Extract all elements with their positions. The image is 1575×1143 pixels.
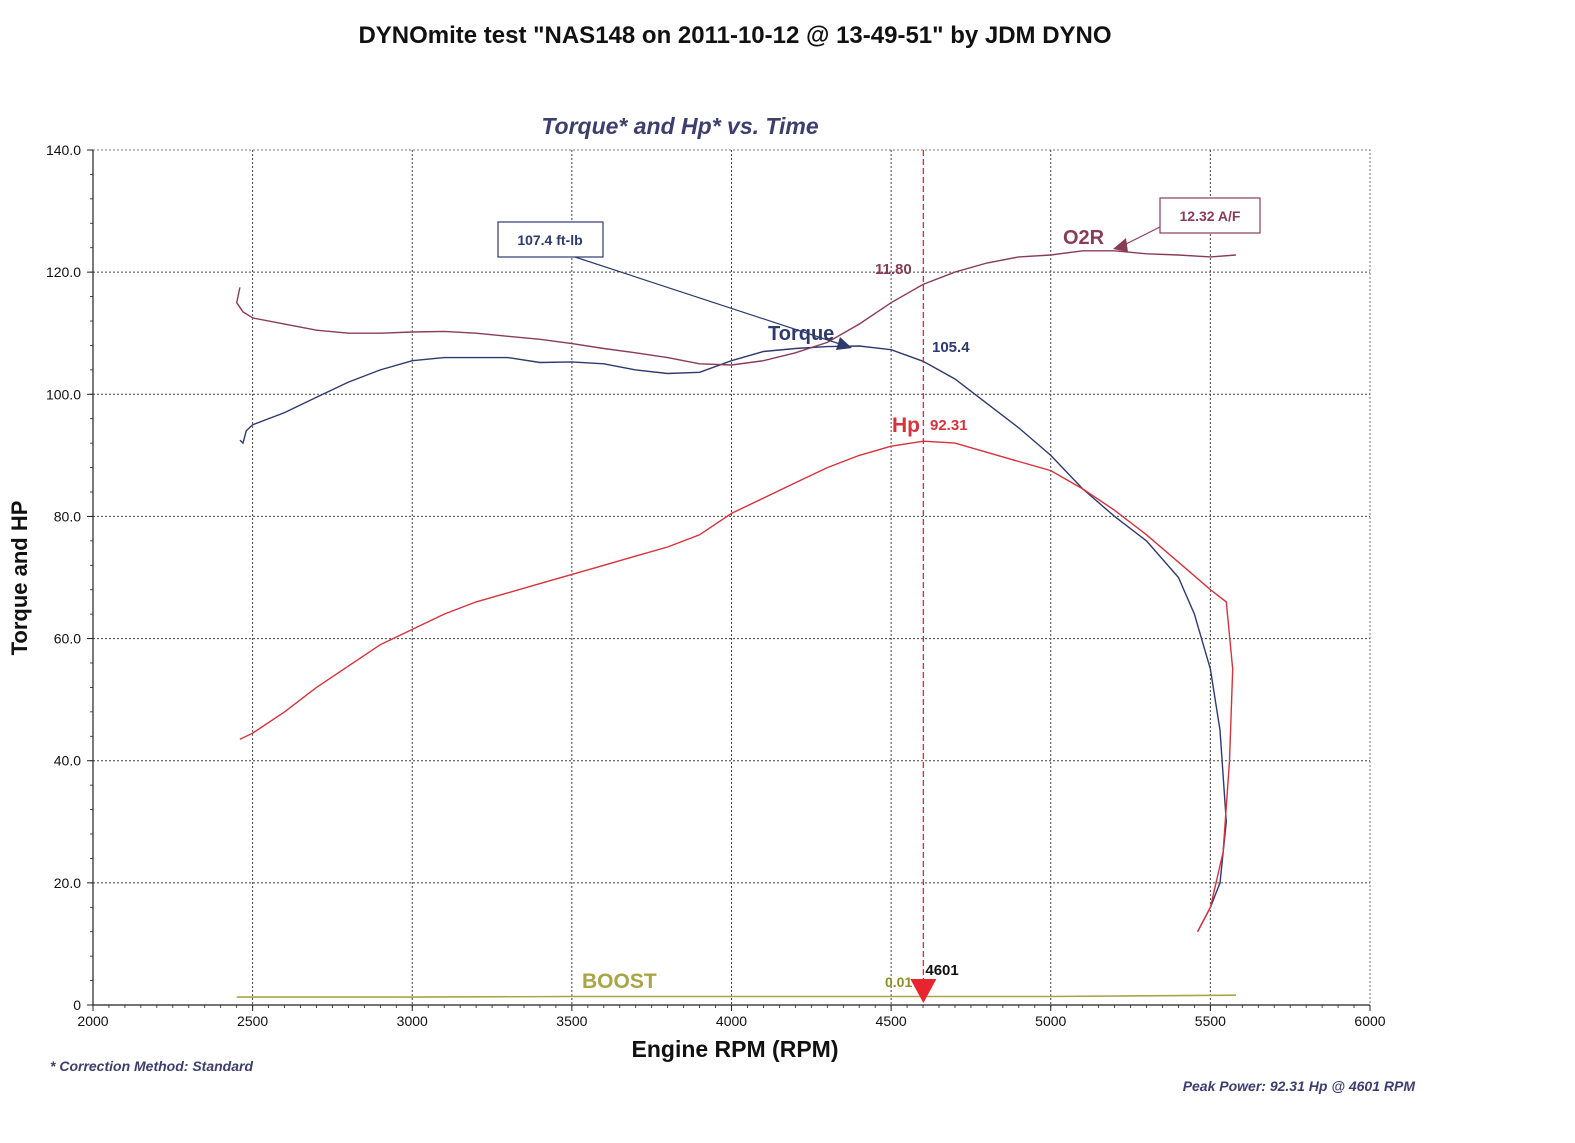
tick-layer: 2000 2500 3000 3500 4000 4500 5000 5500 6000 0 20.… — [46, 142, 1386, 1029]
o2r-callout-arrow — [1113, 238, 1128, 252]
torque-callout-box — [497, 221, 604, 258]
y-tick-label: 140.0 — [46, 142, 81, 158]
x-axis-label: Engine RPM (RPM) — [631, 1036, 839, 1062]
peak-marker-rpm: 4601 — [925, 962, 958, 979]
peak-marker-triangle — [910, 979, 937, 1003]
annotation-layer: 4601 107.4 ft-lb Torque 105.4 Hp 92.31 12.32 A… — [497, 150, 1261, 1005]
y-tick-label: 20.0 — [54, 875, 81, 891]
y-tick-label: 40.0 — [54, 753, 81, 769]
series-line-hp — [239, 440, 1234, 933]
o2r-marker-value: 11.80 — [875, 261, 912, 278]
x-tick-label: 4000 — [716, 1013, 747, 1029]
chart-subtitle: Torque* and Hp* vs. Time — [541, 113, 819, 139]
series-line-o2r — [235, 250, 1236, 366]
hp-series-label: Hp — [892, 414, 920, 437]
x-tick-label: 5000 — [1035, 1013, 1066, 1029]
series-layer — [235, 250, 1236, 998]
o2r-callout-box — [1159, 197, 1261, 234]
x-tick-label: 3500 — [556, 1013, 587, 1029]
torque-callout-leader — [574, 256, 847, 347]
x-tick-label: 5500 — [1195, 1013, 1226, 1029]
o2r-callout-value: 12.32 A/F — [1180, 208, 1241, 224]
boost-series-label: BOOST — [582, 970, 657, 993]
o2r-callout-leader — [1123, 226, 1161, 246]
o2r-series-label: O2R — [1063, 227, 1105, 249]
y-tick-label: 120.0 — [46, 264, 81, 280]
y-tick-label: 100.0 — [46, 386, 81, 402]
torque-marker-value: 105.4 — [932, 339, 970, 356]
x-tick-label: 2000 — [77, 1013, 108, 1029]
torque-callout-value: 107.4 ft-lb — [517, 232, 582, 248]
y-tick-label: 80.0 — [54, 508, 81, 524]
x-tick-label: 4500 — [876, 1013, 907, 1029]
series-line-torque — [239, 345, 1228, 933]
x-tick-label: 2500 — [237, 1013, 268, 1029]
series-line-boost — [236, 994, 1236, 998]
torque-series-label: Torque — [768, 323, 834, 345]
correction-method-note: * Correction Method: Standard — [50, 1058, 254, 1074]
x-tick-label: 3000 — [397, 1013, 428, 1029]
hp-marker-value: 92.31 — [930, 417, 968, 434]
peak-power-note: Peak Power: 92.31 Hp @ 4601 RPM — [1182, 1078, 1415, 1094]
boost-marker-value: 0.01 — [885, 974, 912, 990]
y-tick-label: 0 — [73, 997, 81, 1013]
y-tick-label: 60.0 — [54, 631, 81, 647]
page-title: DYNOmite test "NAS148 on 2011-10-12 @ 13… — [358, 22, 1112, 49]
x-tick-label: 6000 — [1354, 1013, 1385, 1029]
torque-callout-arrow — [836, 337, 852, 350]
